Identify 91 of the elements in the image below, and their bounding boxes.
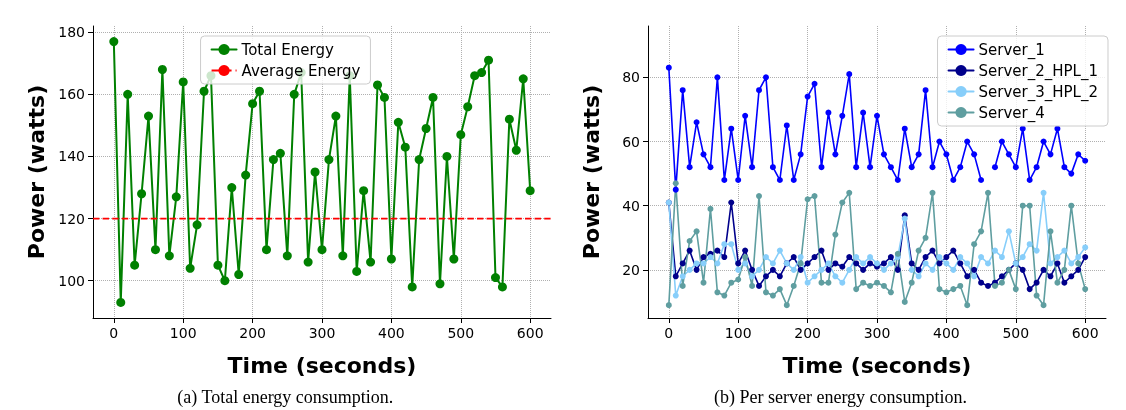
point: [665, 64, 672, 71]
point: [880, 151, 887, 158]
point: [901, 125, 908, 132]
y-tick-label: 100: [58, 272, 85, 289]
point: [1026, 177, 1033, 184]
point: [957, 164, 964, 171]
point: [839, 112, 846, 119]
point: [693, 119, 700, 126]
point: [818, 164, 825, 171]
point: [978, 177, 985, 184]
point: [1061, 164, 1068, 171]
text: (b) Per server energy consumption.: [713, 387, 968, 408]
x-tick-label: 0: [109, 325, 119, 341]
point: [735, 177, 742, 184]
y-tick-label: 180: [58, 24, 85, 41]
x-tick-label: 100: [169, 325, 197, 341]
legend-label: Server_4: [978, 103, 1045, 123]
point: [756, 87, 763, 94]
point: [811, 80, 818, 87]
point: [783, 122, 790, 129]
point: [908, 164, 915, 171]
x-axis-title: Time (seconds): [782, 352, 972, 378]
y-tick-label: 120: [58, 210, 85, 227]
point: [825, 109, 832, 116]
point: [929, 164, 936, 171]
point: [860, 109, 867, 116]
point: [915, 151, 922, 158]
point: [797, 151, 804, 158]
point: [1075, 151, 1082, 158]
point: [672, 186, 679, 193]
point: [728, 125, 735, 132]
y-axis-title: Power (watts): [23, 84, 49, 260]
point: [790, 177, 797, 184]
point: [1012, 164, 1019, 171]
point: [846, 71, 853, 78]
point: [874, 112, 880, 119]
legend-label: Average Energy: [241, 61, 361, 80]
y-tick-label: 80: [622, 69, 640, 86]
point: [679, 87, 686, 94]
point: [1033, 164, 1040, 171]
point: [936, 138, 943, 145]
y-tick-label: 140: [58, 148, 85, 165]
point: [714, 74, 721, 81]
point: [762, 74, 769, 81]
point: [964, 138, 971, 145]
point: [1040, 138, 1047, 145]
x-tick-label: 400: [378, 325, 405, 341]
legend-label: Total Energy: [240, 40, 334, 59]
point: [950, 177, 957, 184]
x-tick-label: 400: [933, 325, 960, 341]
point: [742, 112, 749, 119]
point: [1082, 157, 1089, 164]
x-tick-label: 600: [516, 325, 544, 341]
point: [998, 138, 1005, 145]
x-tick-label: 0: [664, 325, 674, 341]
point: [922, 87, 929, 94]
point: [776, 177, 783, 184]
point: [804, 93, 811, 100]
point: [1005, 151, 1012, 158]
x-tick-label: 500: [447, 325, 475, 341]
x-tick-label: 200: [239, 325, 266, 341]
point: [991, 164, 998, 171]
point: [887, 164, 894, 171]
point: [749, 164, 756, 171]
y-tick-label: 160: [58, 86, 85, 103]
legend-label: Server_3_HPL_2: [978, 82, 1099, 102]
x-tick-label: 200: [794, 325, 821, 341]
point: [894, 177, 901, 184]
point: [1068, 170, 1075, 177]
x-tick-label: 300: [308, 325, 336, 341]
legend-label: Server_1: [978, 40, 1045, 60]
x-axis-title: Time (seconds): [227, 352, 417, 378]
x-tick-label: 600: [1071, 325, 1099, 341]
x-tick-label: 300: [863, 325, 891, 341]
point: [707, 164, 714, 171]
point: [721, 177, 728, 184]
point: [853, 164, 860, 171]
y-tick-label: 40: [622, 197, 640, 214]
x-tick-label: 500: [1002, 325, 1030, 341]
text: (a) Total energy consumption.: [177, 387, 394, 408]
y-tick-label: 60: [622, 133, 640, 150]
x-tick-label: 100: [724, 325, 752, 341]
point: [769, 164, 776, 171]
point: [832, 151, 839, 158]
point: [867, 164, 874, 171]
point: [686, 164, 693, 171]
point: [971, 151, 978, 158]
point: [943, 151, 950, 158]
legend-label: Server_2_HPL_1: [978, 61, 1099, 81]
y-tick-label: 20: [622, 261, 640, 278]
y-axis-title: Power (watts): [578, 84, 604, 260]
